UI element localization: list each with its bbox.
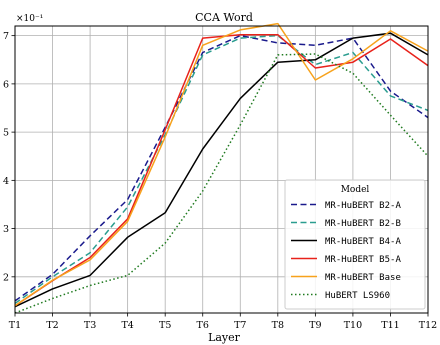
y-tick-label: 5 bbox=[3, 128, 9, 139]
x-tick-label: T8 bbox=[272, 320, 284, 331]
legend-label-1: MR-HuBERT B2-B bbox=[325, 219, 401, 229]
legend-box bbox=[284, 179, 426, 310]
legend-label-4: MR-HuBERT Base bbox=[325, 273, 401, 283]
series-line-0 bbox=[14, 34, 429, 302]
x-tick-label: T2 bbox=[46, 320, 58, 331]
x-tick-label: T11 bbox=[381, 320, 399, 331]
x-tick-label: T9 bbox=[309, 320, 321, 331]
y-tick-label: 2 bbox=[3, 272, 9, 283]
ticks: T1 T2 T3 T4 T5 T6 T7 T8 T9 T10 T11 T12 2 3 4 5 6 7 bbox=[3, 31, 437, 331]
x-tick-label: T10 bbox=[344, 320, 362, 331]
chart-title: CCA Word bbox=[195, 11, 253, 24]
x-tick-label: T3 bbox=[84, 320, 96, 331]
x-axis-label: Layer bbox=[208, 331, 241, 344]
axes bbox=[14, 25, 429, 314]
x-tick-label: T4 bbox=[121, 320, 133, 331]
x-tick-label: T7 bbox=[234, 320, 246, 331]
x-tick-label: T6 bbox=[197, 320, 209, 331]
x-tick-label: T5 bbox=[159, 320, 171, 331]
x-tick-label: T1 bbox=[9, 320, 21, 331]
legend: Model MR-HuBERT B2-AMR-HuBERT B2-BMR-HuB… bbox=[284, 179, 426, 310]
series-line-5 bbox=[14, 53, 429, 314]
legend-label-3: MR-HuBERT B5-A bbox=[325, 255, 401, 265]
legend-label-0: MR-HuBERT B2-A bbox=[325, 201, 401, 211]
x-tick-label: T12 bbox=[419, 320, 437, 331]
legend-label-2: MR-HuBERT B4-A bbox=[325, 237, 401, 247]
y-tick-label: 6 bbox=[3, 79, 9, 90]
series-line-4 bbox=[14, 22, 429, 307]
series-line-3 bbox=[14, 33, 429, 307]
series-layer bbox=[14, 22, 429, 314]
series-line-2 bbox=[14, 32, 429, 308]
y-multiplier-label: ×10⁻¹ bbox=[16, 14, 43, 24]
legend-entries: MR-HuBERT B2-A MR-HuBERT B2-B MR-HuBERT B4… bbox=[291, 201, 401, 301]
series-line-1 bbox=[14, 34, 429, 305]
y-tick-label: 3 bbox=[3, 224, 9, 235]
y-tick-label: 4 bbox=[3, 176, 9, 187]
legend-title: Model bbox=[341, 185, 370, 195]
y-tick-label: 7 bbox=[3, 31, 9, 42]
plot-frame bbox=[14, 25, 429, 314]
legend-label-5: HuBERT LS960 bbox=[325, 291, 390, 301]
